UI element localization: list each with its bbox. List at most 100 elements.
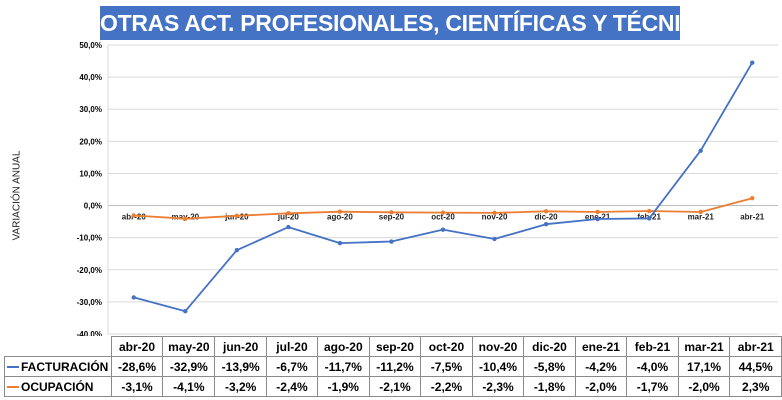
table-row-facturacion: FACTURACIÓN -28,6% -32,9% -13,9% -6,7% -11,7… [4, 356, 782, 377]
table-cell: -6,7% [266, 356, 318, 377]
data-point-ocupacion [234, 213, 240, 219]
y-tick-label: 30,0% [79, 105, 102, 114]
data-point-ocupacion [750, 195, 755, 201]
legend-facturacion-label: FACTURACIÓN [21, 359, 109, 374]
table-corner [4, 336, 112, 357]
table-cell: -1,8% [523, 376, 576, 397]
table-cell: -7,5% [420, 356, 473, 377]
legend-facturacion-swatch [7, 366, 19, 369]
data-point-facturacion [492, 236, 497, 242]
data-point-ocupacion [543, 209, 549, 214]
y-tick-label: 0,0% [84, 202, 102, 211]
table-row-ocupacion: OCUPACIÓN -3,1% -4,1% -3,2% -2,4% -1,9% -2,1%… [4, 376, 782, 397]
data-point-ocupacion [440, 210, 446, 215]
table-cell: -11,7% [316, 356, 370, 377]
chart-title: OTRAS ACT. PROFESIONALES, CIENTÍFICAS Y … [100, 6, 728, 40]
data-point-ocupacion [595, 209, 600, 215]
data-point-facturacion [131, 295, 136, 300]
table-cell: -32,9% [162, 356, 216, 377]
y-tick-label: -30,0% [77, 298, 102, 307]
table-header-cell: nov-20 [471, 336, 525, 357]
table-cell: -2,2% [420, 376, 473, 397]
x-category-label: sep-20 [379, 213, 405, 222]
gridlines [107, 44, 778, 335]
table-cell: -4,1% [162, 376, 216, 397]
legend-ocupacion-swatch [7, 386, 19, 389]
data-point-facturacion [646, 216, 652, 221]
table-header-cell: mar-21 [677, 336, 731, 357]
table-cell: -10,4% [471, 356, 525, 377]
table-cell: -2,1% [368, 376, 422, 397]
table-header-cell: may-20 [162, 336, 216, 357]
data-point-facturacion [234, 247, 240, 253]
data-point-facturacion [389, 239, 394, 244]
x-category-label: nov-20 [482, 213, 508, 222]
data-point-ocupacion [698, 209, 703, 215]
table-cell: -3,2% [214, 376, 267, 397]
table-header-cell: jul-20 [266, 336, 318, 357]
table-header-cell: ago-20 [316, 336, 370, 357]
data-point-facturacion [183, 309, 188, 314]
table-cell: -4,0% [626, 356, 679, 377]
series-lines [131, 60, 755, 314]
data-point-facturacion [286, 224, 291, 230]
data-point-facturacion [543, 221, 549, 227]
data-point-ocupacion [646, 208, 652, 214]
x-category-label: abr-21 [740, 213, 765, 222]
data-table: abr-20 may-20 jun-20 jul-20 ago-20 sep-20 oct-… [4, 336, 782, 397]
data-point-ocupacion [131, 213, 136, 218]
table-header-row: abr-20 may-20 jun-20 jul-20 ago-20 sep-20 oct-… [4, 336, 782, 357]
table-cell: 44,5% [729, 356, 782, 377]
table-header-cell: ene-21 [574, 336, 628, 357]
y-tick-label: -40,0% [77, 330, 102, 336]
table-cell: -2,4% [266, 376, 318, 397]
data-point-ocupacion [183, 216, 188, 221]
table-header-cell: dic-20 [523, 336, 576, 357]
x-category-label: jul-20 [277, 213, 299, 222]
table-cell: -3,1% [110, 376, 164, 397]
data-point-facturacion [698, 148, 703, 153]
y-tick-label: 20,0% [79, 137, 102, 146]
legend-facturacion: FACTURACIÓN [4, 356, 112, 377]
legend-ocupacion-label: OCUPACIÓN [21, 379, 94, 394]
line-chart: 50,0% 40,0% 30,0% 20,0% 10,0% 0,0% -10,0% -20,0… [77, 41, 778, 336]
table-header-cell: abr-20 [110, 336, 164, 357]
table-cell: 17,1% [677, 356, 731, 377]
table-cell: -2,3% [471, 376, 525, 397]
data-point-facturacion [595, 216, 600, 222]
y-tick-label: 10,0% [79, 169, 102, 178]
data-point-ocupacion [286, 211, 291, 216]
table-cell: -1,7% [626, 376, 679, 397]
table-header-cell: abr-21 [729, 336, 782, 357]
series-line-facturacion [133, 62, 753, 313]
table-cell: -13,9% [214, 356, 267, 377]
table-header-cell: sep-20 [368, 336, 422, 357]
data-point-facturacion [337, 240, 343, 246]
x-category-label: oct-20 [431, 213, 455, 222]
data-point-facturacion [440, 227, 446, 232]
table-cell: -1,9% [316, 376, 370, 397]
table-header-cell: oct-20 [420, 336, 473, 357]
y-tick-label: 50,0% [79, 41, 102, 50]
y-tick-label: 40,0% [79, 73, 102, 82]
table-cell: 2,3% [729, 376, 782, 397]
y-tick-label: -10,0% [77, 234, 102, 243]
data-point-ocupacion [389, 210, 394, 215]
table-cell: -2,0% [677, 376, 731, 397]
data-point-ocupacion [492, 210, 497, 216]
x-category-label: dic-20 [535, 213, 559, 222]
x-category-label: ago-20 [327, 213, 353, 222]
table-cell: -11,2% [368, 356, 422, 377]
table-header-cell: feb-21 [626, 336, 679, 357]
table-cell: -5,8% [523, 356, 576, 377]
y-tick-label: -20,0% [77, 266, 102, 275]
legend-ocupacion: OCUPACIÓN [4, 376, 112, 397]
table-header-cell: jun-20 [214, 336, 267, 357]
data-point-ocupacion [337, 209, 343, 214]
x-category-label: mar-21 [688, 213, 715, 222]
data-point-facturacion [750, 60, 755, 65]
table-cell: -2,0% [574, 376, 628, 397]
y-axis-ticks: 50,0% 40,0% 30,0% 20,0% 10,0% 0,0% -10,0% -20,0… [77, 41, 102, 336]
table-cell: -28,6% [110, 356, 164, 377]
table-cell: -4,2% [574, 356, 628, 377]
